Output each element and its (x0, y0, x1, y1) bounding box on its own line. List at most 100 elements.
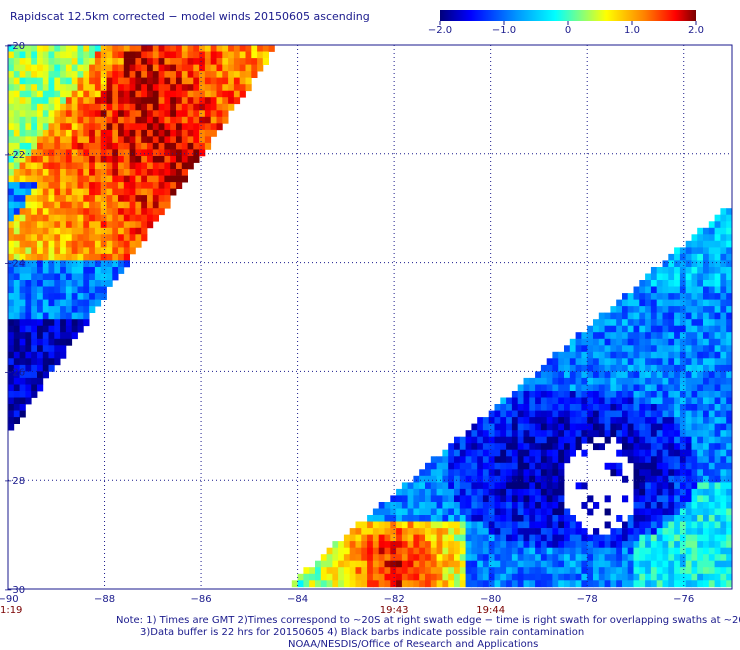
heatmap-cell (158, 188, 165, 196)
heatmap-cell (500, 443, 507, 451)
heatmap-cell (326, 567, 333, 575)
heatmap-cell (616, 358, 623, 366)
heatmap-cell (639, 488, 646, 496)
heatmap-cell (616, 528, 623, 535)
heatmap-cell (517, 462, 524, 470)
heatmap-cell (720, 443, 727, 451)
heatmap-cell (425, 462, 432, 470)
heatmap-cell (454, 547, 461, 555)
heatmap-cell (517, 541, 524, 548)
heatmap-cell (37, 90, 44, 98)
heatmap-cell (31, 364, 38, 372)
heatmap-cell (697, 567, 704, 575)
heatmap-cell (210, 103, 217, 111)
heatmap-cell (500, 397, 507, 405)
heatmap-cell (100, 110, 107, 118)
heatmap-cell (8, 240, 15, 248)
heatmap-cell (703, 521, 710, 529)
heatmap-cell (540, 469, 548, 477)
heatmap-cell (425, 475, 432, 483)
heatmap-cell (31, 358, 38, 366)
heatmap-cell (668, 502, 675, 509)
heatmap-cell (390, 560, 397, 568)
heatmap-cell (176, 156, 183, 163)
heatmap-cell (645, 423, 652, 431)
heatmap-cell (83, 58, 90, 65)
heatmap-cell (564, 345, 571, 353)
heatmap-cell (129, 156, 136, 163)
heatmap-cell (703, 299, 710, 307)
heatmap-cell (720, 214, 727, 222)
heatmap-cell (535, 397, 542, 405)
heatmap-cell (89, 142, 96, 150)
heatmap-cell (77, 299, 84, 307)
heatmap-cell (19, 299, 26, 307)
heatmap-cell (65, 221, 73, 229)
heatmap-cell (691, 515, 698, 522)
heatmap-cell (523, 404, 530, 411)
heatmap-cell (448, 567, 455, 575)
heatmap-cell (703, 391, 710, 398)
heatmap-cell (419, 567, 426, 575)
heatmap-cell (112, 273, 119, 281)
heatmap-cell (135, 103, 142, 111)
heatmap-cell (668, 332, 675, 340)
heatmap-cell (31, 384, 38, 392)
heatmap-cell (8, 142, 15, 150)
heatmap-cell (511, 417, 519, 424)
heatmap-cell (228, 71, 235, 78)
heatmap-cell (535, 436, 542, 444)
heatmap-cell (546, 495, 553, 503)
heatmap-cell (54, 77, 61, 85)
heatmap-cell (19, 162, 26, 170)
heatmap-cell (89, 247, 96, 255)
heatmap-cell (37, 129, 44, 137)
heatmap-cell (31, 253, 38, 261)
heatmap-cell (31, 201, 38, 209)
heatmap-cell (454, 449, 461, 457)
heatmap-cell (419, 502, 426, 509)
heatmap-cell (94, 267, 102, 274)
heatmap-cell (679, 319, 687, 327)
heatmap-cell (610, 462, 617, 470)
heatmap-cell (506, 417, 513, 424)
heatmap-cell (106, 201, 113, 209)
heatmap-cell (575, 384, 582, 392)
heatmap-cell (147, 136, 154, 144)
heatmap-cell (222, 90, 229, 98)
heatmap-cell (71, 214, 78, 222)
heatmap-cell (650, 554, 658, 562)
heatmap-cell (396, 534, 403, 542)
heatmap-cell (65, 169, 73, 176)
heatmap-cell (581, 534, 588, 542)
heatmap-cell (604, 580, 611, 588)
heatmap-cell (94, 156, 102, 163)
heatmap-cell (627, 580, 634, 588)
heatmap-cell (25, 64, 32, 72)
heatmap-cell (94, 240, 102, 248)
heatmap-cell (459, 567, 466, 575)
heatmap-cell (106, 77, 113, 85)
heatmap-cell (703, 456, 710, 464)
heatmap-cell (598, 325, 605, 333)
heatmap-cell (170, 103, 177, 111)
heatmap-cell (587, 410, 594, 418)
heatmap-cell (257, 64, 264, 72)
heatmap-cell (656, 449, 663, 457)
heatmap-cell (668, 319, 675, 327)
heatmap-cell (656, 430, 663, 438)
heatmap-cell (674, 345, 681, 353)
heatmap-cell (482, 502, 490, 509)
heatmap-cell (720, 547, 727, 555)
heatmap-cell (42, 149, 49, 157)
heatmap-cell (546, 528, 553, 535)
heatmap-cell (210, 97, 217, 105)
heatmap-cell (407, 580, 414, 588)
heatmap-cell (564, 534, 571, 542)
heatmap-cell (645, 358, 652, 366)
heatmap-cell (8, 351, 15, 359)
heatmap-cell (535, 502, 542, 509)
heatmap-cell (517, 508, 524, 516)
heatmap-cell (471, 430, 478, 438)
heatmap-cell (679, 554, 687, 562)
